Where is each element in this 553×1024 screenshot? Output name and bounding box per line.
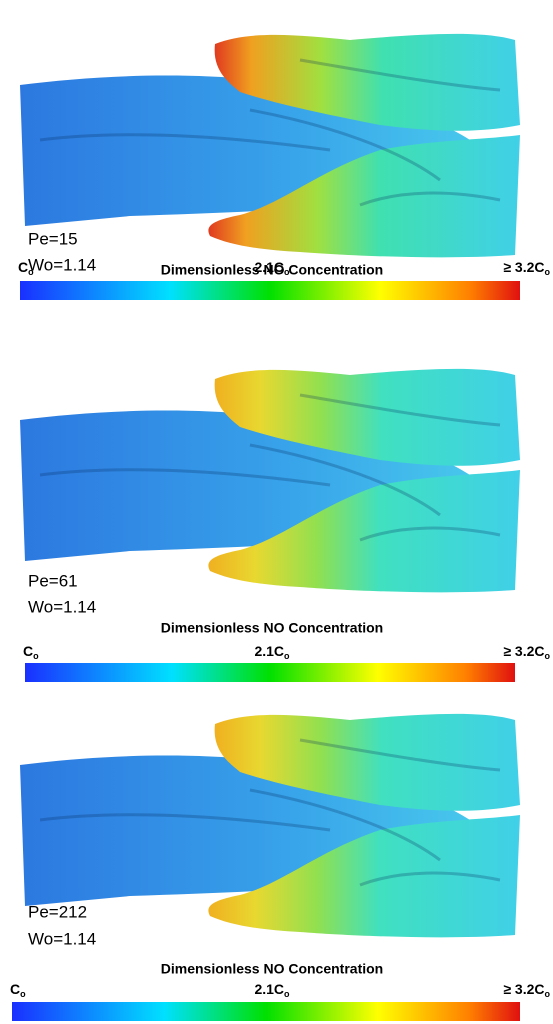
- colorbar-tick-label: ≥ 3.2Co: [503, 643, 550, 662]
- colorbar-title: Dimensionless NO Concentration: [161, 620, 383, 636]
- page: Pe=15 Wo=1.14 Dimensionless NO Concentrati…: [0, 0, 553, 1024]
- colorbar-tick-label: Co: [10, 981, 26, 1000]
- panel: Pe=212 Wo=1.14 Dimensionless NO Concentrat…: [10, 714, 551, 1021]
- label-sub: o: [284, 989, 290, 999]
- colorbar: [20, 281, 520, 300]
- colorbar-tick-label: 2.1Co: [254, 643, 290, 662]
- vessel-render: [20, 714, 520, 937]
- pe-label: Pe=15: [28, 229, 78, 248]
- label-sub: o: [28, 267, 34, 277]
- label-main: ≥ 3.2C: [503, 643, 544, 659]
- wo-label: Wo=1.14: [28, 255, 96, 274]
- label-main: ≥ 3.2C: [503, 259, 544, 275]
- label-main: 2.1C: [254, 981, 284, 997]
- panel: Pe=61 Wo=1.14 Dimensionless NO Concentrati…: [20, 369, 551, 682]
- vessel-render: [20, 369, 520, 592]
- label-sub: o: [284, 651, 290, 661]
- wo-label: Wo=1.14: [28, 597, 96, 616]
- wo-label: Wo=1.14: [28, 929, 96, 948]
- label-sub: o: [545, 267, 551, 277]
- label-main: C: [23, 643, 33, 659]
- colorbar: [25, 663, 515, 682]
- label-sub: o: [33, 651, 39, 661]
- vessel-render: [20, 34, 520, 257]
- colorbar-tick-label: ≥ 3.2Co: [503, 981, 550, 1000]
- colorbar-tick-label: ≥ 3.2Co: [503, 259, 550, 278]
- label-sub: o: [20, 989, 26, 999]
- pe-label: Pe=61: [28, 571, 78, 590]
- label-main: C: [18, 259, 28, 275]
- figure: Pe=15 Wo=1.14 Dimensionless NO Concentrati…: [0, 0, 553, 1024]
- label-main: 2.1C: [254, 643, 284, 659]
- colorbar: [12, 1002, 520, 1021]
- label-main: C: [10, 981, 20, 997]
- label-sub: o: [545, 989, 551, 999]
- colorbar-tick-label: 2.1Co: [254, 981, 290, 1000]
- label-main: 2.1C: [254, 259, 284, 275]
- label-main: ≥ 3.2C: [503, 981, 544, 997]
- pe-label: Pe=212: [28, 902, 87, 921]
- colorbar-tick-label: Co: [23, 643, 39, 662]
- label-sub: o: [284, 267, 290, 277]
- colorbar-title: Dimensionless NO Concentration: [161, 961, 383, 977]
- label-sub: o: [545, 651, 551, 661]
